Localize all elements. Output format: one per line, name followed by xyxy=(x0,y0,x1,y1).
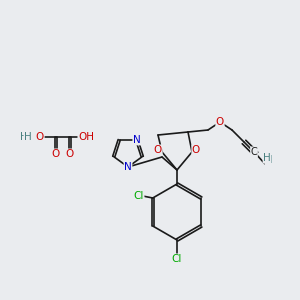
Text: O: O xyxy=(52,149,60,159)
Text: N: N xyxy=(133,135,141,145)
Text: O: O xyxy=(154,145,162,155)
Text: O: O xyxy=(66,149,74,159)
Text: OH: OH xyxy=(78,132,94,142)
Text: O: O xyxy=(216,117,224,127)
Text: O: O xyxy=(192,145,200,155)
Text: C: C xyxy=(250,147,257,157)
Text: Cl: Cl xyxy=(172,254,182,264)
Text: H: H xyxy=(263,153,271,163)
Text: H: H xyxy=(24,132,32,142)
Text: Cl: Cl xyxy=(134,191,144,201)
Text: O: O xyxy=(36,132,44,142)
Text: H: H xyxy=(265,155,273,165)
Text: H: H xyxy=(20,132,28,142)
Text: N: N xyxy=(124,162,132,172)
